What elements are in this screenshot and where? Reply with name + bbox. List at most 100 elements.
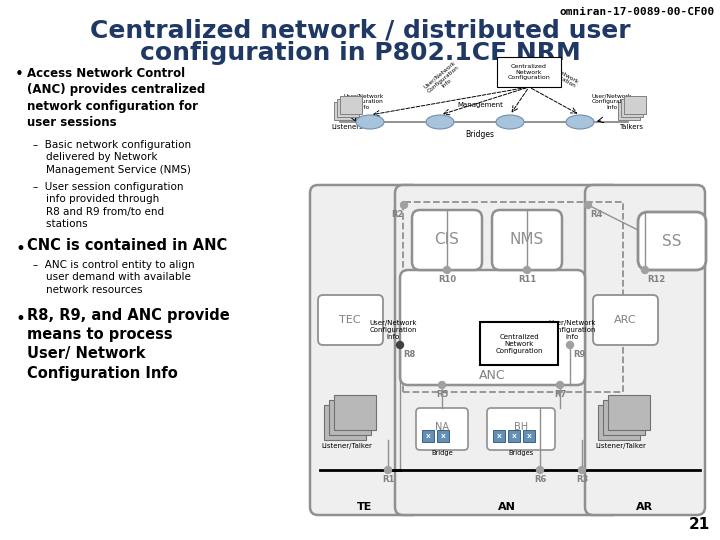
Text: CIS: CIS	[435, 233, 459, 247]
FancyBboxPatch shape	[334, 395, 376, 430]
Circle shape	[523, 267, 531, 273]
Text: ANC: ANC	[479, 369, 505, 382]
Text: User/Network
Configuration
Info: User/Network Configuration Info	[536, 60, 580, 94]
FancyBboxPatch shape	[523, 430, 535, 442]
Text: –  User session configuration
    info provided through
    R8 and R9 from/to en: – User session configuration info provid…	[33, 182, 184, 229]
Text: Bridges: Bridges	[466, 130, 495, 139]
Circle shape	[444, 267, 451, 273]
Text: R9: R9	[573, 350, 585, 359]
Ellipse shape	[566, 115, 594, 129]
FancyBboxPatch shape	[624, 96, 646, 114]
Text: Listener/Talker: Listener/Talker	[322, 443, 372, 449]
Text: X: X	[441, 434, 446, 438]
Text: R8: R8	[403, 350, 415, 359]
Text: •: •	[15, 240, 25, 258]
Text: Bridges: Bridges	[508, 450, 534, 456]
Text: AN: AN	[498, 502, 516, 512]
FancyBboxPatch shape	[603, 400, 645, 435]
FancyBboxPatch shape	[412, 210, 482, 270]
Circle shape	[400, 201, 408, 208]
Text: R4: R4	[590, 210, 603, 219]
Ellipse shape	[426, 115, 454, 129]
Text: –  ANC is control entity to align
    user demand with available
    network res: – ANC is control entity to align user de…	[33, 260, 194, 295]
Text: AR: AR	[636, 502, 654, 512]
FancyBboxPatch shape	[493, 430, 505, 442]
Text: SS: SS	[662, 233, 682, 248]
Text: R2: R2	[392, 210, 404, 219]
Text: R10: R10	[438, 275, 456, 284]
Circle shape	[397, 341, 403, 348]
FancyBboxPatch shape	[437, 430, 449, 442]
Text: Listeners: Listeners	[331, 124, 363, 130]
Text: •: •	[15, 310, 25, 328]
Text: User/Network
Configuration
Info: User/Network Configuration Info	[423, 60, 464, 98]
FancyBboxPatch shape	[492, 210, 562, 270]
Text: R3: R3	[576, 475, 588, 484]
Text: X: X	[426, 434, 431, 438]
Text: R8, R9, and ANC provide
means to process
User/ Network
Configuration Info: R8, R9, and ANC provide means to process…	[27, 308, 230, 381]
Text: R6: R6	[534, 475, 546, 484]
Text: Centralized
Network
Configuration: Centralized Network Configuration	[508, 64, 550, 80]
FancyBboxPatch shape	[621, 99, 643, 117]
Text: R1: R1	[382, 475, 394, 484]
Text: configuration in P802.1CF NRM: configuration in P802.1CF NRM	[140, 41, 580, 65]
FancyBboxPatch shape	[324, 405, 366, 440]
FancyBboxPatch shape	[638, 212, 706, 270]
FancyBboxPatch shape	[618, 102, 640, 120]
FancyBboxPatch shape	[318, 295, 383, 345]
FancyBboxPatch shape	[422, 430, 434, 442]
Text: User/Network
Configuration
Info: User/Network Configuration Info	[369, 320, 417, 340]
Ellipse shape	[356, 115, 384, 129]
FancyBboxPatch shape	[329, 400, 371, 435]
Text: User/Network
Configuration
Info: User/Network Configuration Info	[548, 320, 595, 340]
FancyBboxPatch shape	[310, 185, 420, 515]
Text: Access Network Control
(ANC) provides centralized
network configuration for
user: Access Network Control (ANC) provides ce…	[27, 67, 205, 130]
FancyBboxPatch shape	[400, 270, 585, 385]
Text: R7: R7	[554, 390, 566, 399]
Text: User/Network
Configuration
Info: User/Network Configuration Info	[344, 93, 384, 110]
Text: R5: R5	[436, 390, 448, 399]
Text: R12: R12	[647, 275, 665, 284]
FancyBboxPatch shape	[508, 430, 520, 442]
Text: CNC is contained in ANC: CNC is contained in ANC	[27, 238, 228, 253]
Text: Management: Management	[457, 102, 503, 108]
Text: TE: TE	[357, 502, 373, 512]
FancyBboxPatch shape	[487, 408, 555, 450]
FancyBboxPatch shape	[585, 185, 705, 515]
FancyBboxPatch shape	[598, 405, 640, 440]
Text: omniran-17-0089-00-CF00: omniran-17-0089-00-CF00	[559, 7, 715, 17]
Text: X: X	[526, 434, 531, 438]
FancyBboxPatch shape	[480, 322, 558, 365]
Text: X: X	[497, 434, 501, 438]
Text: NA: NA	[435, 422, 449, 432]
Circle shape	[384, 467, 392, 474]
Text: TEC: TEC	[339, 315, 361, 325]
Text: •: •	[15, 67, 24, 82]
Circle shape	[536, 467, 544, 474]
Circle shape	[642, 267, 649, 273]
Circle shape	[578, 467, 585, 474]
Ellipse shape	[496, 115, 524, 129]
Text: BH: BH	[514, 422, 528, 432]
Circle shape	[585, 201, 592, 208]
Text: Listener/Talker: Listener/Talker	[595, 443, 647, 449]
Circle shape	[567, 341, 574, 348]
Text: Centralized network / distributed user: Centralized network / distributed user	[90, 18, 630, 42]
Text: Talkers: Talkers	[619, 124, 643, 130]
Text: Bridge: Bridge	[431, 450, 453, 456]
Text: NMS: NMS	[510, 233, 544, 247]
FancyBboxPatch shape	[340, 96, 362, 114]
Text: X: X	[512, 434, 516, 438]
Text: 21: 21	[689, 517, 710, 532]
Text: ARC: ARC	[613, 315, 636, 325]
FancyBboxPatch shape	[593, 295, 658, 345]
Circle shape	[557, 381, 564, 388]
Text: R11: R11	[518, 275, 536, 284]
Text: User/Network
Configuration
Info: User/Network Configuration Info	[592, 93, 632, 110]
Circle shape	[438, 381, 446, 388]
FancyBboxPatch shape	[337, 99, 359, 117]
FancyBboxPatch shape	[334, 102, 356, 120]
FancyBboxPatch shape	[416, 408, 468, 450]
Text: –  Basic network configuration
    delivered by Network
    Management Service (: – Basic network configuration delivered …	[33, 140, 191, 175]
Text: Centralized
Network
Configuration: Centralized Network Configuration	[495, 334, 543, 354]
